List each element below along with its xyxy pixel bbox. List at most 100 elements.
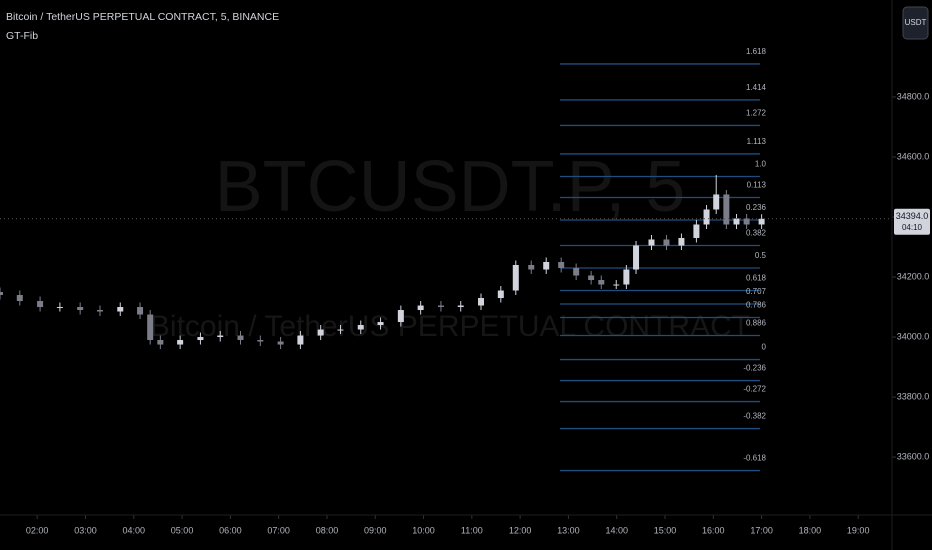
candle-body xyxy=(16,295,23,302)
candle-body xyxy=(417,305,424,311)
last-price-box xyxy=(894,208,930,235)
candle-body xyxy=(237,335,244,341)
watermark-symbol: BTCUSDT.P, 5 xyxy=(215,147,686,227)
x-tick-label: 09:00 xyxy=(364,525,387,535)
fib-label: 1.618 xyxy=(746,47,767,56)
x-tick-label: 16:00 xyxy=(702,525,725,535)
candle-body xyxy=(573,268,580,276)
candle-body xyxy=(733,218,740,225)
x-tick-label: 10:00 xyxy=(412,525,435,535)
candle-body xyxy=(377,322,384,326)
x-tick-label: 19:00 xyxy=(847,525,870,535)
fib-label: 1.0 xyxy=(755,160,767,169)
candle-body xyxy=(703,209,710,225)
fib-label: -0.618 xyxy=(743,454,766,463)
candle-body xyxy=(678,237,685,246)
y-tick-label: 34200.0 xyxy=(897,271,930,281)
candle-body xyxy=(743,218,750,225)
last-price-label: 34394.0 xyxy=(896,211,929,221)
fib-label: -0.382 xyxy=(743,412,766,421)
candle-body xyxy=(0,292,3,296)
fib-label: -0.236 xyxy=(743,364,766,373)
fib-label: 1.414 xyxy=(746,83,767,92)
y-tick-label: 34800.0 xyxy=(897,91,930,101)
y-tick-label: 33800.0 xyxy=(897,391,930,401)
watermark-subtitle: Bitcoin / TetherUS PERPETUAL CONTRACT xyxy=(150,310,750,343)
candle-body xyxy=(177,340,184,345)
y-tick-label: 34600.0 xyxy=(897,151,930,161)
x-tick-label: 03:00 xyxy=(74,525,97,535)
candle-body xyxy=(512,265,519,291)
candle-body xyxy=(588,275,595,281)
x-tick-label: 06:00 xyxy=(219,525,242,535)
candle-body xyxy=(56,307,63,309)
fib-label: 1.272 xyxy=(746,109,767,118)
fib-label: 0.886 xyxy=(746,319,767,328)
candle-body xyxy=(217,335,224,338)
candle-body xyxy=(528,265,535,270)
chart-title: Bitcoin / TetherUS PERPETUAL CONTRACT, 5… xyxy=(6,11,279,23)
plot-layer: 33600.033800.034000.034200.034400.034600… xyxy=(0,47,930,535)
fib-label: -0.272 xyxy=(743,385,766,394)
currency-button[interactable]: USDT xyxy=(902,6,929,40)
candle-body xyxy=(197,337,204,341)
candle-body xyxy=(543,262,550,270)
x-tick-label: 02:00 xyxy=(26,525,49,535)
candle-body xyxy=(297,335,304,345)
candle-body xyxy=(397,310,404,323)
candle-body xyxy=(117,307,124,312)
candle-body xyxy=(257,340,264,342)
x-tick-label: 05:00 xyxy=(171,525,194,535)
indicator-name: GT-Fib xyxy=(6,30,38,42)
candle-body xyxy=(457,305,464,308)
candle-body xyxy=(337,329,344,331)
candle-body xyxy=(723,194,730,225)
x-tick-label: 13:00 xyxy=(557,525,580,535)
fib-label: 0.707 xyxy=(746,287,767,296)
countdown-label: 04:10 xyxy=(902,223,923,232)
candle-body xyxy=(357,325,364,330)
candle-body xyxy=(693,224,700,238)
y-tick-label: 34000.0 xyxy=(897,331,930,341)
fib-label: 0.236 xyxy=(746,203,767,212)
x-tick-label: 08:00 xyxy=(316,525,339,535)
candle-body xyxy=(77,307,84,311)
fib-label: 0.618 xyxy=(746,274,767,283)
candle-body xyxy=(96,310,103,312)
x-tick-label: 12:00 xyxy=(509,525,532,535)
x-tick-label: 18:00 xyxy=(799,525,822,535)
x-tick-label: 07:00 xyxy=(267,525,290,535)
watermark: BTCUSDT.P, 5 Bitcoin / TetherUS PERPETUA… xyxy=(150,147,750,343)
candle-body xyxy=(37,301,44,308)
x-tick-label: 17:00 xyxy=(750,525,773,535)
candle-body xyxy=(633,245,640,270)
candle-body xyxy=(598,280,605,285)
fib-label: 0.5 xyxy=(755,251,767,260)
candle-body xyxy=(478,298,485,306)
candle-body xyxy=(497,290,504,299)
fib-label: 0 xyxy=(762,343,767,352)
x-tick-label: 11:00 xyxy=(461,525,483,535)
candle-body xyxy=(437,305,444,308)
fib-label: 0.786 xyxy=(746,301,767,310)
candle-body xyxy=(613,284,620,286)
y-tick-label: 33600.0 xyxy=(897,451,930,461)
x-tick-label: 04:00 xyxy=(123,525,146,535)
fib-label: 1.113 xyxy=(747,137,767,146)
candle-body xyxy=(623,269,630,285)
candle-body xyxy=(558,262,565,269)
candle-body xyxy=(147,314,154,341)
candle-body xyxy=(317,329,324,336)
candle-body xyxy=(663,239,670,246)
currency-button-label[interactable]: USDT xyxy=(905,18,927,27)
currency-button-box[interactable] xyxy=(902,6,929,40)
candle-body xyxy=(648,239,655,246)
candle-body xyxy=(277,341,284,345)
candle-body xyxy=(137,307,144,315)
candle-body xyxy=(758,218,765,225)
x-tick-label: 14:00 xyxy=(605,525,628,535)
